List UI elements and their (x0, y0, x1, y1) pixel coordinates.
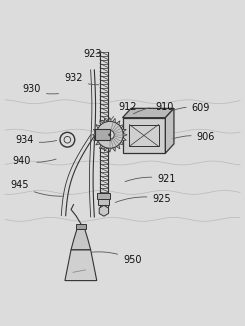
Polygon shape (99, 205, 109, 216)
Polygon shape (104, 147, 107, 151)
Bar (122, 118, 165, 153)
Text: 921: 921 (125, 174, 176, 184)
Polygon shape (93, 129, 98, 132)
Circle shape (105, 130, 114, 139)
Polygon shape (108, 148, 111, 152)
Polygon shape (116, 145, 120, 149)
Text: 912: 912 (110, 102, 137, 120)
Polygon shape (96, 125, 100, 128)
Text: 930: 930 (23, 84, 59, 95)
Bar (95, 129, 110, 141)
Polygon shape (112, 147, 115, 151)
Bar (122, 131, 127, 138)
Polygon shape (123, 133, 127, 136)
Circle shape (96, 121, 123, 148)
Bar (129, 125, 159, 146)
Text: 932: 932 (64, 73, 99, 85)
Text: 940: 940 (13, 156, 56, 166)
Polygon shape (120, 125, 124, 128)
Polygon shape (99, 145, 103, 149)
Text: 950: 950 (92, 252, 142, 265)
Polygon shape (93, 138, 98, 141)
Polygon shape (108, 117, 111, 121)
Polygon shape (122, 129, 126, 132)
Polygon shape (122, 138, 126, 141)
Polygon shape (112, 118, 115, 123)
Text: 925: 925 (115, 194, 171, 203)
Text: 934: 934 (15, 135, 57, 145)
Polygon shape (71, 229, 91, 250)
Text: 945: 945 (10, 180, 63, 196)
Polygon shape (104, 118, 107, 123)
Polygon shape (65, 250, 97, 281)
Polygon shape (165, 108, 174, 153)
Text: 923: 923 (84, 49, 102, 59)
Bar (98, 199, 109, 205)
Text: 906: 906 (173, 132, 215, 142)
Bar (97, 193, 110, 199)
Circle shape (109, 134, 111, 136)
Polygon shape (122, 108, 174, 118)
Polygon shape (92, 133, 96, 136)
Polygon shape (99, 121, 103, 125)
Polygon shape (116, 121, 120, 125)
Text: 609: 609 (173, 103, 210, 113)
Polygon shape (96, 141, 100, 145)
Polygon shape (120, 141, 124, 145)
Bar (76, 224, 86, 229)
Text: 910: 910 (134, 102, 173, 114)
